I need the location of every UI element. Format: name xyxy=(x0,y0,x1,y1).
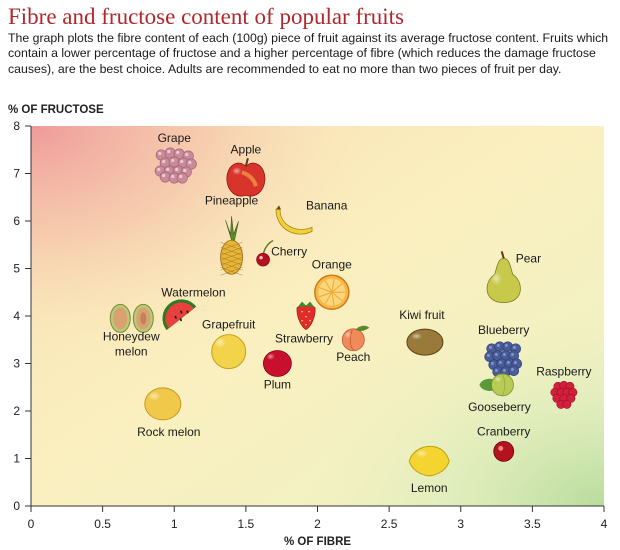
point-label: Plum xyxy=(264,378,291,392)
point-label: Pear xyxy=(516,251,541,265)
point-label: Strawberry xyxy=(275,332,333,346)
plum-icon xyxy=(262,350,292,377)
x-tick-label: 1 xyxy=(171,517,178,531)
x-tick-label: 3.5 xyxy=(524,517,541,531)
x-tick-label: 1.5 xyxy=(238,517,255,531)
point-label: Grape xyxy=(158,131,192,145)
y-tick-label: 3 xyxy=(13,357,20,371)
raspberry-icon xyxy=(550,380,578,409)
cherry-icon xyxy=(256,239,274,267)
y-tick-label: 4 xyxy=(13,309,20,323)
x-tick-label: 2.5 xyxy=(381,517,398,531)
honeydew-icon xyxy=(109,303,154,333)
pear-icon xyxy=(486,251,521,304)
y-tick-label: 5 xyxy=(13,262,20,276)
apple-icon xyxy=(226,158,266,197)
blueberry-icon xyxy=(484,341,523,378)
x-tick-label: 2 xyxy=(314,517,321,531)
point-label: Gooseberry xyxy=(468,400,531,414)
point-label: Watermelon xyxy=(161,285,225,299)
point-label: Rock melon xyxy=(137,425,200,439)
y-axis-label: % OF FRUCTOSE xyxy=(8,104,104,116)
point-label: Grapefruit xyxy=(202,318,256,332)
y-tick-label: 7 xyxy=(13,167,20,181)
point-label: Peach xyxy=(336,350,370,364)
watermelon-icon xyxy=(162,299,197,331)
y-tick-label: 6 xyxy=(13,214,20,228)
grape-icon xyxy=(154,147,197,184)
point-label: Apple xyxy=(231,142,262,156)
point-label: Orange xyxy=(312,257,352,271)
x-tick-label: 0.5 xyxy=(94,517,111,531)
point-label: Cranberry xyxy=(477,424,530,438)
axes: 0 1 2 3 4 5 6 7 8 0 0.5 1 1.5 2 2.5 3 3.5 4 % OF FRUCTOSE%… xyxy=(8,104,608,548)
x-tick-label: 0 xyxy=(28,517,35,531)
y-tick-label: 2 xyxy=(13,404,20,418)
pineapple-icon xyxy=(220,216,243,276)
y-tick-label: 8 xyxy=(13,119,20,133)
point-label: Banana xyxy=(306,198,348,212)
point-label: Raspberry xyxy=(536,364,591,378)
chart-title: Fibre and fructose content of popular fr… xyxy=(8,4,404,29)
point-label: Pineapple xyxy=(205,193,259,207)
rockmelon-icon xyxy=(144,387,182,421)
kiwi-icon xyxy=(406,328,444,356)
point-label: Kiwi fruit xyxy=(399,308,445,322)
y-tick-label: 1 xyxy=(13,452,20,466)
point-label: Cherry xyxy=(271,245,307,259)
grapefruit-icon xyxy=(211,334,247,370)
point-label: Lemon xyxy=(411,481,448,495)
peach-icon xyxy=(341,325,370,352)
cranberry-icon xyxy=(493,440,515,462)
point-label: Blueberry xyxy=(478,323,529,337)
gooseberry-icon xyxy=(479,373,514,397)
fruit-labels: Grape Apple Pineapple Banana Cherry Orange Pea… xyxy=(103,131,592,495)
banana-icon xyxy=(275,205,313,235)
fruit-markers xyxy=(109,147,578,477)
x-tick-label: 4 xyxy=(601,517,608,531)
point-label: Honeydew melon xyxy=(103,329,160,358)
x-axis-label: % OF FIBRE xyxy=(284,536,351,548)
x-tick-label: 3 xyxy=(457,517,464,531)
strawberry-icon xyxy=(296,301,316,330)
y-tick-label: 0 xyxy=(13,499,20,513)
lemon-icon xyxy=(408,445,450,477)
chart-description: The graph plots the fibre content of eac… xyxy=(8,31,609,76)
orange-icon xyxy=(314,274,350,310)
